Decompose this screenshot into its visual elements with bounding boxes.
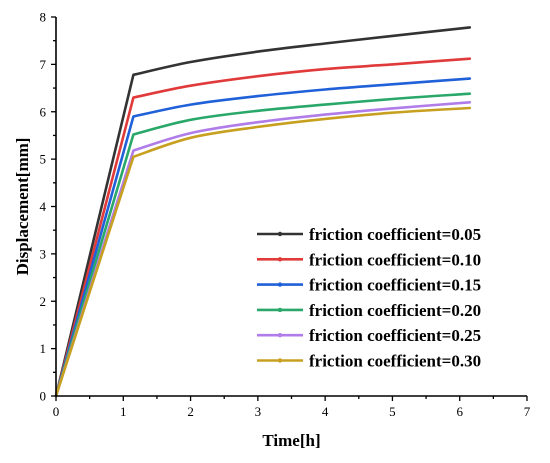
legend-label-1: friction coefficient=0.05 — [309, 225, 481, 244]
x-tick-label: 2 — [187, 404, 194, 419]
y-tick-label: 8 — [40, 10, 47, 25]
legend-marker-5 — [277, 333, 283, 338]
y-tick-label: 0 — [40, 389, 47, 404]
series-line-2 — [54, 57, 472, 398]
legend-marker-2 — [277, 257, 283, 262]
x-tick-label: 4 — [322, 404, 329, 419]
x-tick-label: 1 — [120, 404, 127, 419]
series-line-3 — [54, 77, 472, 398]
x-tick-label: 3 — [255, 404, 262, 419]
legend-marker-6 — [277, 358, 283, 363]
legend-marker-3 — [277, 282, 283, 287]
x-tick-label: 0 — [53, 404, 60, 419]
y-tick-label: 3 — [40, 246, 47, 261]
series-line-1 — [54, 26, 472, 398]
x-tick-label: 7 — [524, 404, 531, 419]
series-line-4 — [54, 92, 472, 398]
series-line-6 — [54, 106, 472, 398]
x-axis-title: Time[h] — [262, 431, 320, 450]
y-tick-label: 5 — [40, 152, 47, 167]
legend-label-3: friction coefficient=0.15 — [309, 276, 481, 295]
y-tick-label: 6 — [40, 104, 47, 119]
y-tick-label: 7 — [40, 57, 47, 72]
series-line-5 — [54, 101, 472, 398]
legend-label-6: friction coefficient=0.30 — [309, 352, 481, 371]
legend-marker-1 — [277, 231, 283, 237]
y-tick-label: 4 — [40, 199, 47, 214]
y-tick-label: 2 — [40, 294, 47, 309]
plot-lines — [54, 26, 472, 398]
legend-label-4: friction coefficient=0.20 — [309, 301, 481, 320]
x-tick-label: 6 — [456, 404, 463, 419]
y-axis-ticks: 0 1 2 3 4 5 6 7 8 — [40, 10, 56, 404]
legend-label-5: friction coefficient=0.25 — [309, 326, 481, 345]
legend-marker-4 — [277, 307, 283, 313]
x-tick-label: 5 — [389, 404, 396, 419]
legend: friction coefficient=0.05 friction coeffi… — [257, 225, 481, 371]
y-axis-title: Displacement[mm] — [13, 138, 32, 276]
legend-label-2: friction coefficient=0.10 — [309, 250, 481, 269]
y-tick-label: 1 — [40, 341, 47, 356]
x-axis-ticks: 0 1 2 3 4 5 6 7 — [53, 396, 531, 419]
